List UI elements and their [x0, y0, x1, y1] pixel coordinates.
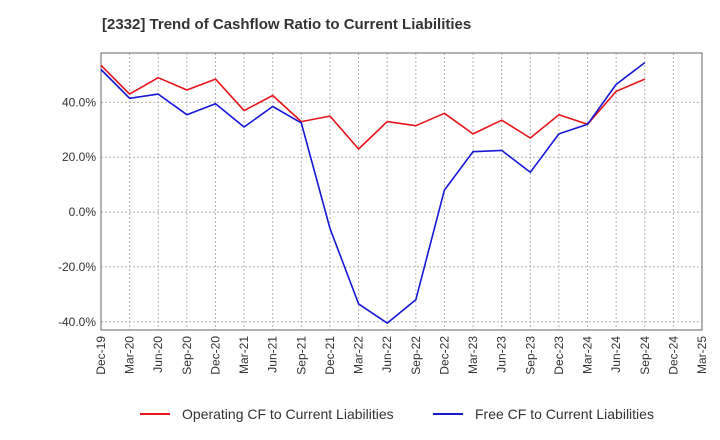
legend-label: Free CF to Current Liabilities: [475, 406, 654, 422]
y-tick-label: -20.0%: [58, 260, 96, 274]
grid-lines: [100, 53, 703, 330]
series-lines: [100, 61, 646, 324]
x-tick-label: Mar-22: [352, 336, 366, 374]
y-tick-label: 40.0%: [62, 95, 96, 109]
x-tick-label: Mar-23: [466, 336, 480, 374]
x-tick-label: Jun-24: [609, 336, 623, 373]
x-tick-label: Sep-23: [523, 336, 537, 375]
y-tick-label: -40.0%: [58, 315, 96, 329]
x-tick-label: Jun-22: [380, 336, 394, 373]
legend-label: Operating CF to Current Liabilities: [182, 406, 394, 422]
plot-area: [100, 52, 703, 331]
x-tick-label: Mar-25: [695, 336, 709, 374]
x-tick-label: Sep-20: [180, 336, 194, 375]
y-axis-ticks: -40.0% -20.0% 0.0% 20.0% 40.0%: [58, 95, 96, 328]
x-tick-label: Dec-20: [208, 336, 222, 375]
chart-title: [2332] Trend of Cashflow Ratio to Curren…: [102, 16, 472, 33]
x-tick-label: Jun-21: [266, 336, 280, 373]
x-tick-label: Sep-24: [638, 336, 652, 375]
x-tick-label: Dec-21: [323, 336, 337, 375]
x-tick-label: Sep-22: [409, 336, 423, 375]
series-line-operating-cf: [100, 64, 646, 150]
y-tick-label: 0.0%: [69, 205, 97, 219]
x-tick-label: Jun-20: [151, 336, 165, 373]
x-tick-label: Dec-23: [552, 336, 566, 375]
x-tick-label: Mar-21: [237, 336, 251, 374]
series-line-free-cf: [100, 61, 646, 324]
x-tick-label: Dec-19: [94, 336, 108, 375]
x-tick-label: Dec-24: [666, 336, 680, 375]
x-tick-label: Dec-22: [437, 336, 451, 375]
x-axis-ticks: Dec-19 Mar-20 Jun-20 Sep-20 Dec-20 Mar-21 Jun-…: [94, 336, 709, 375]
x-tick-label: Jun-23: [495, 336, 509, 373]
x-tick-label: Sep-21: [294, 336, 308, 375]
legend: Operating CF to Current Liabilities Free …: [140, 406, 654, 422]
y-tick-label: 20.0%: [62, 150, 96, 164]
x-tick-label: Mar-20: [123, 336, 137, 374]
x-tick-label: Mar-24: [581, 336, 595, 374]
